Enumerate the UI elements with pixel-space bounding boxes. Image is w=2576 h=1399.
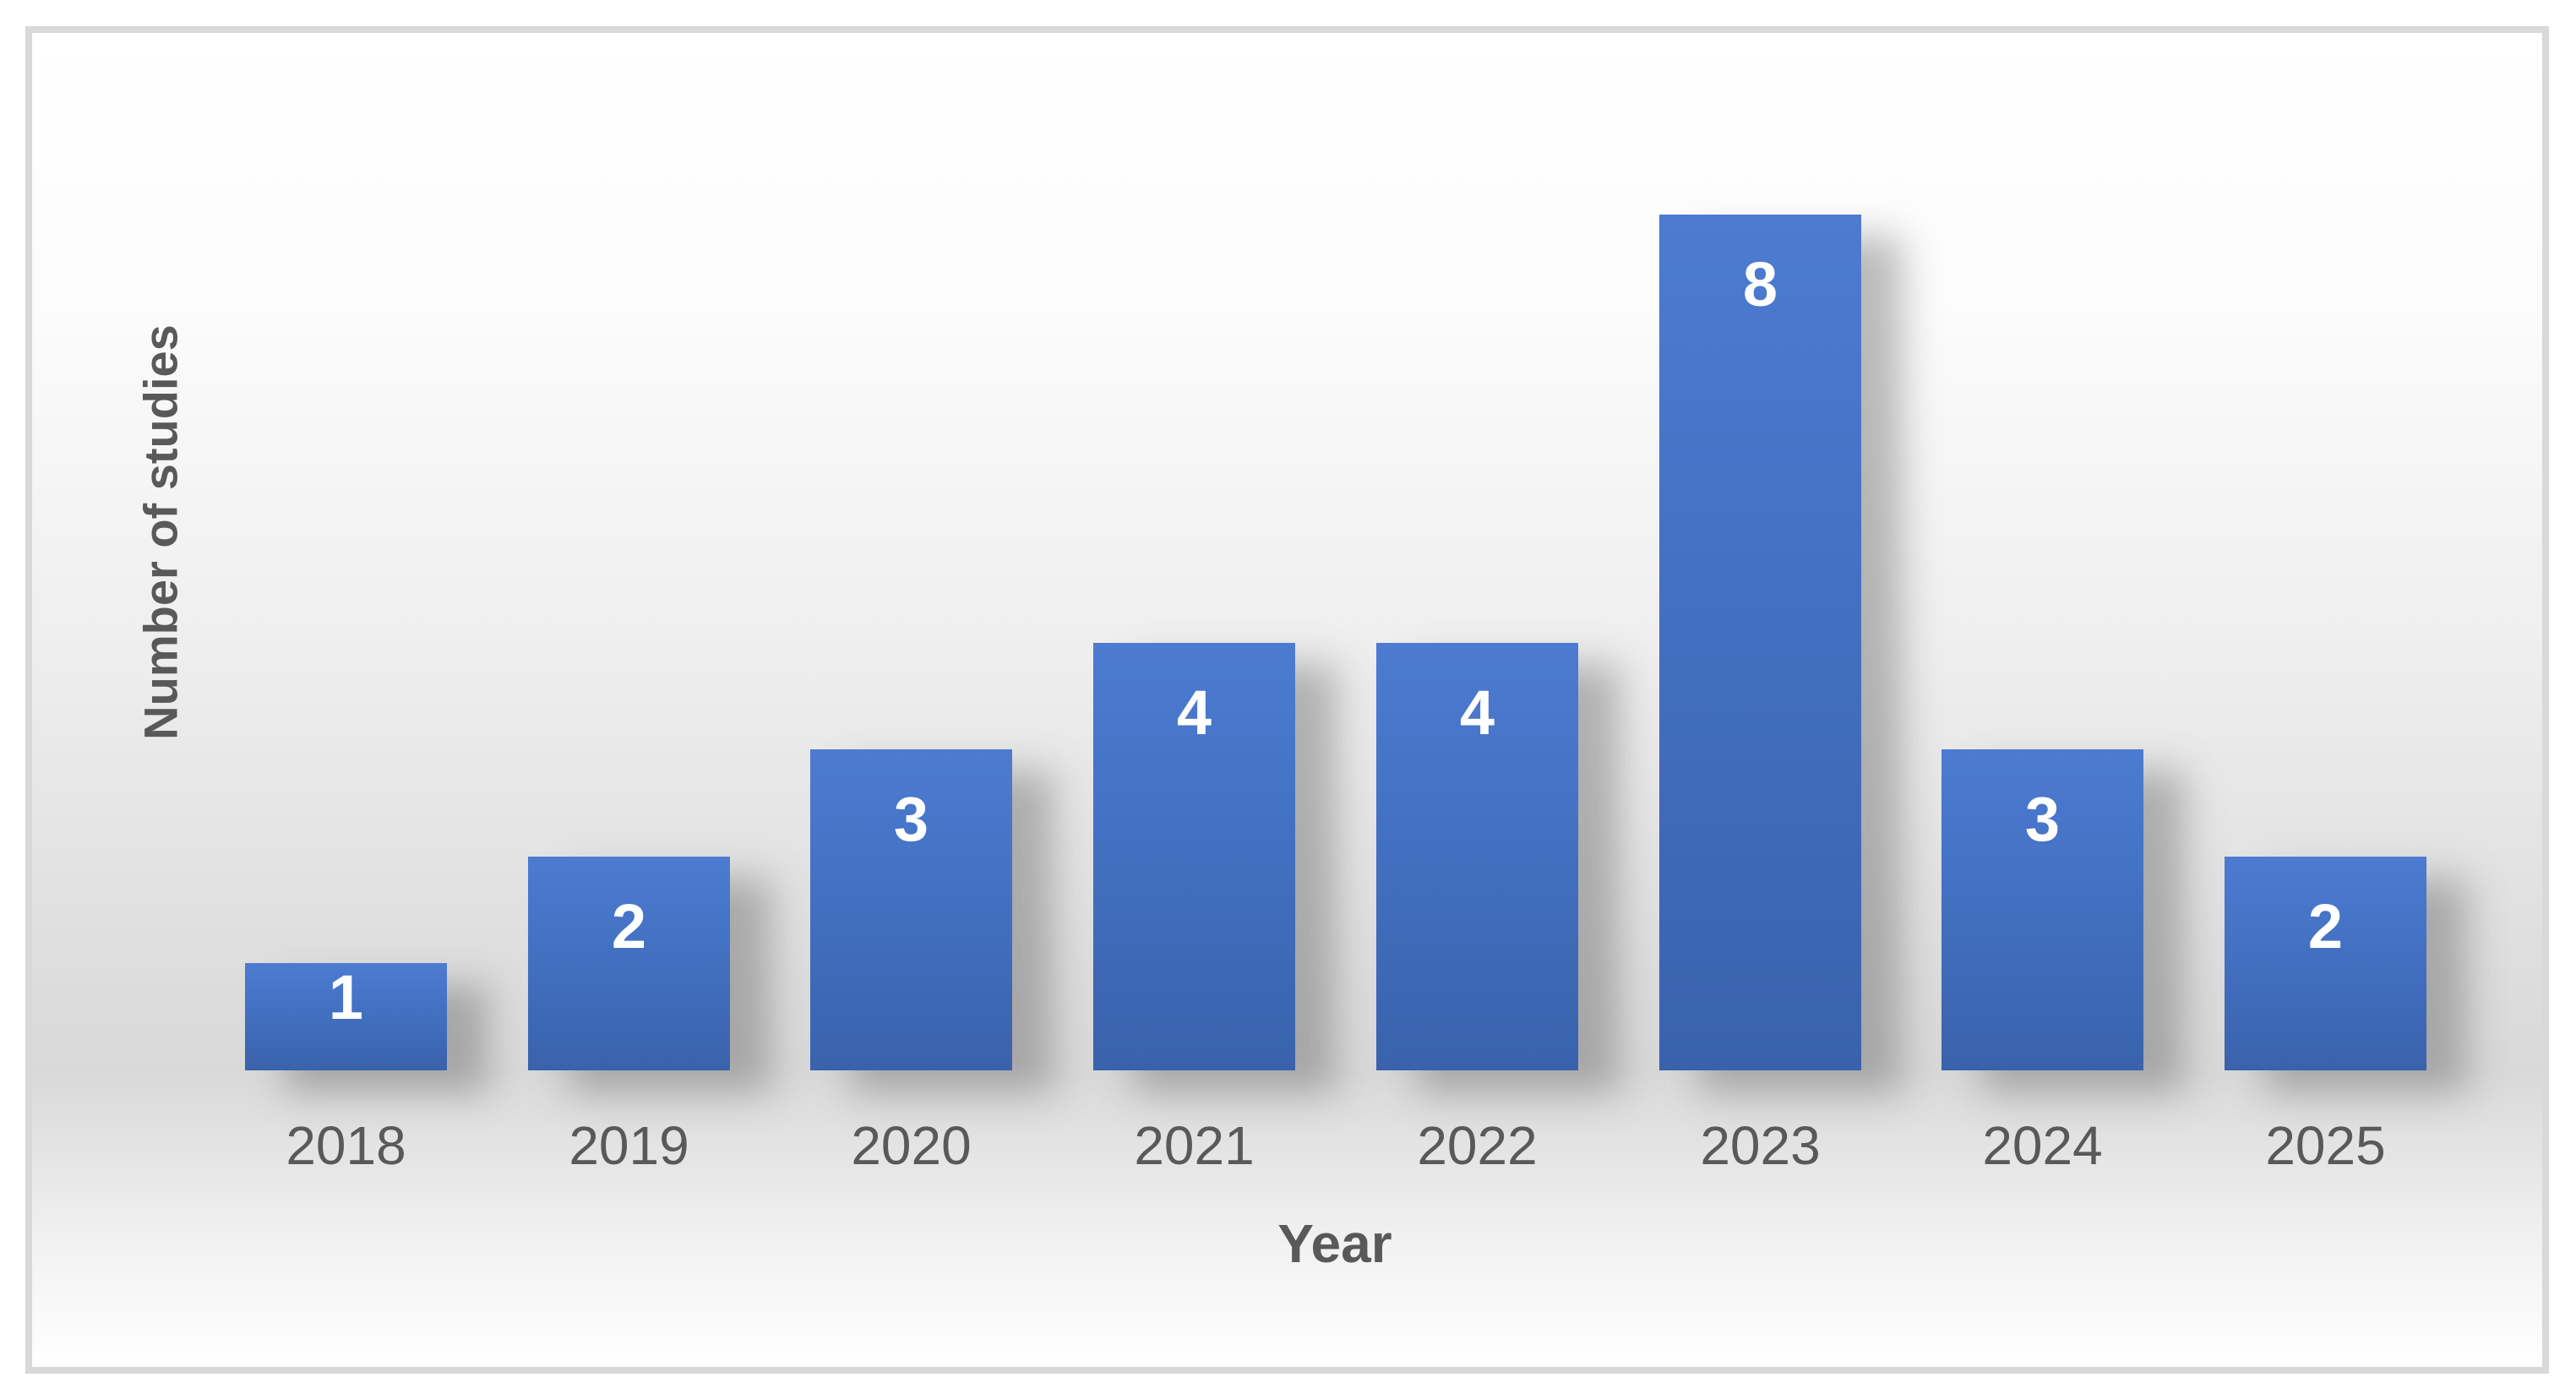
bar-2024[interactable]: 3 xyxy=(1942,749,2143,1070)
x-tick-2018: 2018 xyxy=(286,1115,406,1176)
x-tick-2023: 2023 xyxy=(1700,1115,1821,1176)
bar-2023[interactable]: 8 xyxy=(1659,215,1861,1070)
x-tick-2022: 2022 xyxy=(1417,1115,1538,1176)
bar-value-label: 4 xyxy=(1176,678,1212,748)
bar-2021[interactable]: 4 xyxy=(1093,643,1295,1070)
bar-2022[interactable]: 4 xyxy=(1376,643,1578,1070)
bar-value-label: 2 xyxy=(2307,891,2344,961)
x-tick-2021: 2021 xyxy=(1134,1115,1255,1176)
x-tick-2025: 2025 xyxy=(2265,1115,2386,1176)
x-tick-2020: 2020 xyxy=(851,1115,972,1176)
bar-2019[interactable]: 2 xyxy=(528,857,730,1070)
bar-value-label: 4 xyxy=(1459,678,1495,748)
bar-value-label: 1 xyxy=(328,962,364,1032)
x-axis-title: Year xyxy=(1277,1213,1392,1274)
bar-value-label: 8 xyxy=(1742,249,1778,319)
bar-2018[interactable]: 1 xyxy=(245,963,447,1070)
x-tick-2024: 2024 xyxy=(1982,1115,2103,1176)
bar-2020[interactable]: 3 xyxy=(810,749,1012,1070)
bar-2025[interactable]: 2 xyxy=(2225,857,2426,1070)
bar-value-label: 2 xyxy=(611,891,647,961)
bar-value-label: 3 xyxy=(893,784,929,854)
y-axis-title: Number of studies xyxy=(133,324,188,740)
x-tick-2019: 2019 xyxy=(569,1115,689,1176)
bar-value-label: 3 xyxy=(2024,784,2061,854)
